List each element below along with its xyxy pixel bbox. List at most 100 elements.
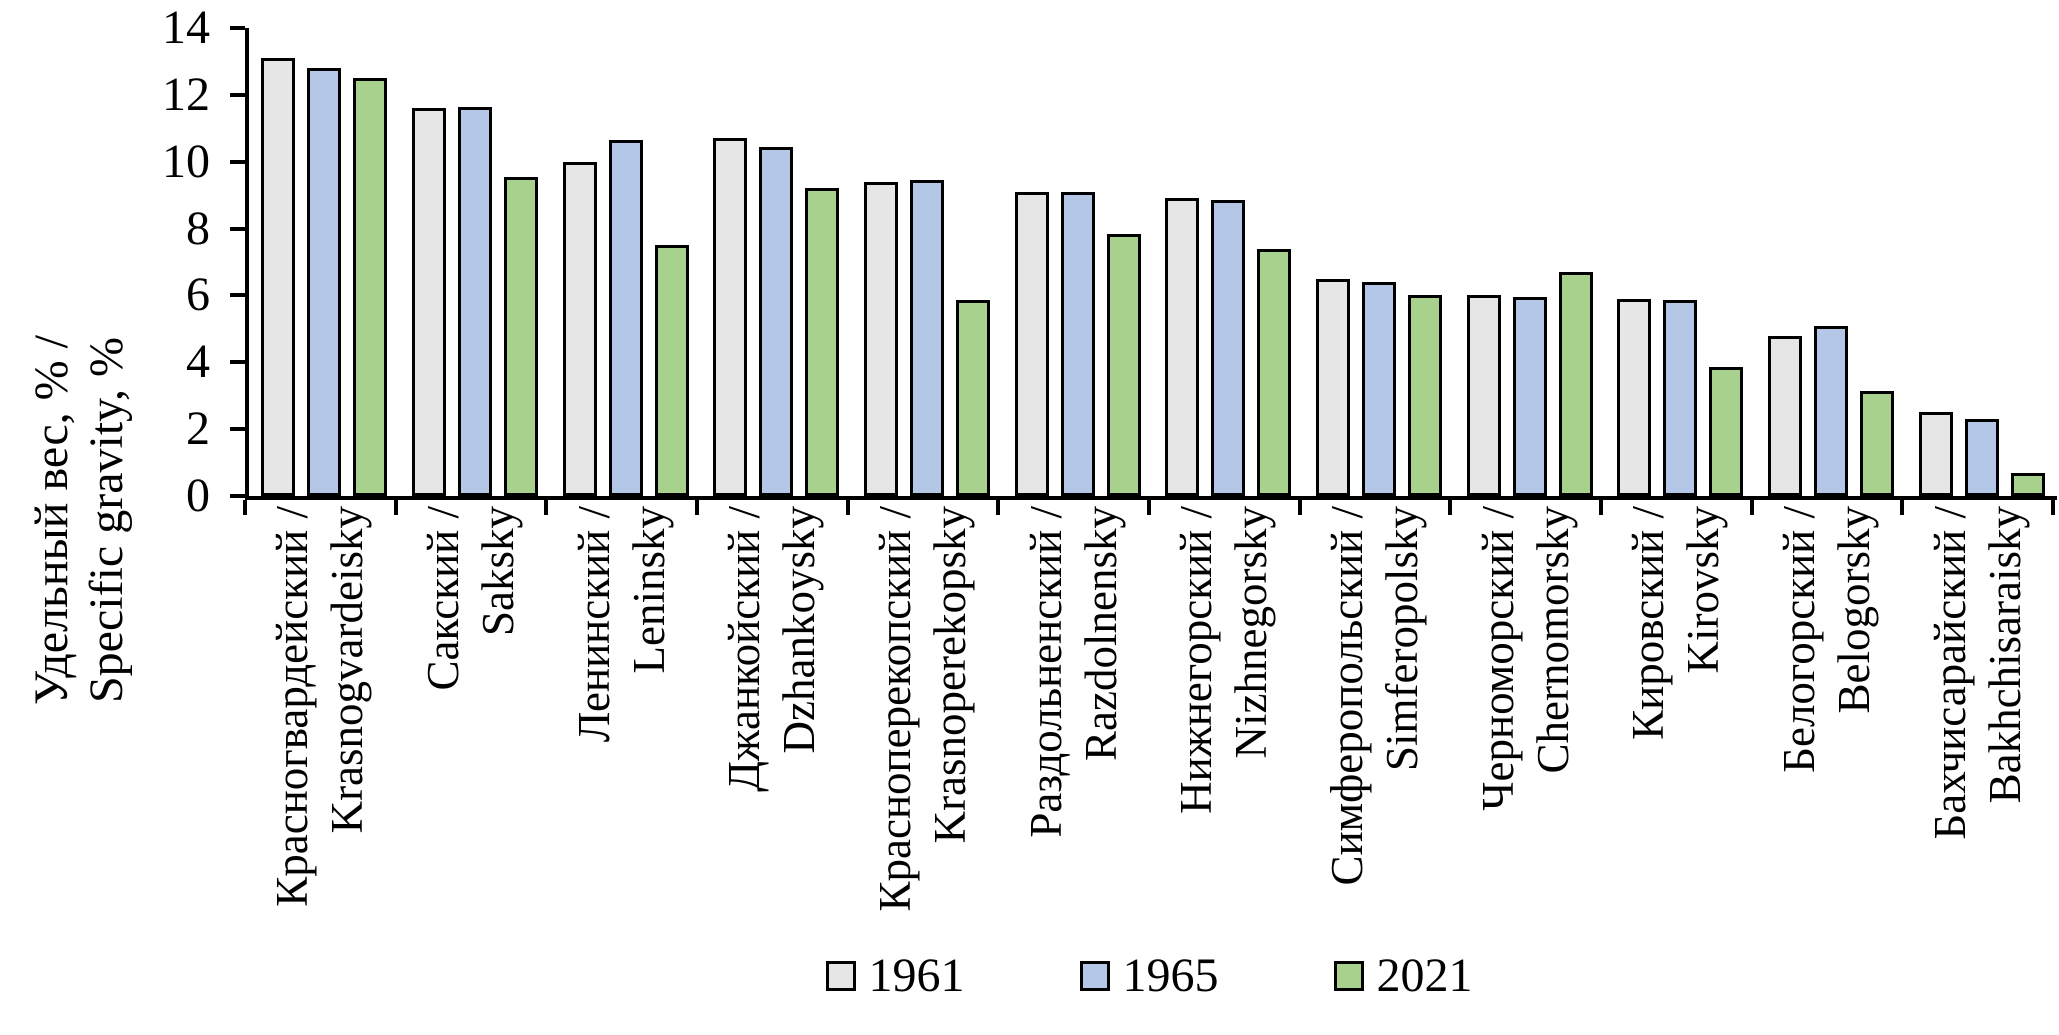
category-cell: Красногвардейский / Krasnogvardeisky [245,506,396,946]
y-tick-label: 10 [162,134,210,188]
x-tick-mark [1297,500,1302,515]
bar-group-belogorsky [1756,28,1907,496]
category-label-ru: Джанкойский / [719,506,770,792]
x-tick-mark [1599,500,1603,515]
bar-2021-kirovsky [1709,367,1744,496]
bar-2021-leninsky [654,245,689,496]
y-tick-mark [230,293,245,298]
bar-1961-nizhnegorsky [1165,198,1200,496]
bar-2021-krasnogvardeisky [353,78,388,496]
bar-2021-nizhnegorsky [1257,249,1292,496]
category-cell: Нижнегорский / Nizhnegorsky [1149,506,1300,946]
category-label-ru: Красноперекопский / [870,506,921,912]
bar-group-razdolnensky [1002,28,1153,496]
category-label-ru: Симферопольский / [1322,506,1373,886]
category-label-razdolnensky: Раздольненский / Razdolnensky [1019,506,1129,946]
category-label-ru: Красногвардейский / [267,506,318,907]
category-label-en: Bakhchisaraisky [1979,506,2030,804]
bar-1965-krasnogvardeisky [307,68,342,496]
category-label-en: Chernomorsky [1527,506,1578,774]
category-cell: Красноперекопский / Krasnoperekopsky [848,506,999,946]
bar-1965-chernomorsky [1512,297,1547,496]
legend: 1961 1965 2021 [245,948,2053,1004]
bar-1961-simferopolsky [1316,279,1351,496]
x-tick-mark [1749,500,1754,515]
category-label-leninsky: Ленинский / Leninsky [567,506,677,946]
bar-1965-dzhankoysky [759,147,794,496]
x-tick-mark [544,500,549,515]
legend-item-1961: 1961 [825,948,965,1004]
category-label-en: Krasnoperekopsky [925,506,976,844]
category-label-en: Razdolnensky [1075,506,1126,761]
bar-2021-simferopolsky [1408,295,1443,496]
legend-swatch-1965 [1079,961,1110,991]
bar-group-saksky [400,28,551,496]
x-tick-mark [393,500,398,515]
bar-group-krasnoperekopsky [852,28,1003,496]
category-label-en: Nizhnegorsky [1226,506,1277,759]
y-tick-label: 0 [186,469,210,522]
y-tick-mark [230,26,245,30]
category-cell: Симферопольский / Simferopolsky [1300,506,1451,946]
bar-1965-simferopolsky [1362,282,1397,496]
bar-1961-krasnoperekopsky [864,182,899,496]
category-label-en: Belogorsky [1829,506,1880,714]
y-tick-label: 14 [162,1,210,54]
y-tick-mark [230,360,245,365]
legend-label: 1961 [868,949,965,1002]
category-cell: Бахчисарайский / Bakhchisaraisky [1902,506,2053,946]
category-cell: Ленинский / Leninsky [546,506,697,946]
category-label-ru: Кировский / [1623,506,1674,740]
bar-2021-bakhchisaraisky [2010,473,2045,496]
category-label-ru: Нижнегорский / [1171,506,1222,814]
category-label-ru: Черноморский / [1472,506,1523,811]
y-tick-mark [230,427,245,432]
bar-group-krasnogvardeisky [249,28,400,496]
category-label-en: Leninsky [623,506,674,674]
bar-group-nizhnegorsky [1153,28,1304,496]
x-tick-mark [996,500,1001,515]
bar-1961-razdolnensky [1014,192,1049,496]
y-tick-mark [230,494,245,498]
category-label-bakhchisaraisky: Бахчисарайский / Bakhchisaraisky [1923,506,2033,946]
bar-group-bakhchisaraisky [1906,28,2057,496]
category-label-en: Krasnogvardeisky [322,506,373,834]
plot-area [245,28,2057,500]
x-tick-mark [695,500,699,515]
x-tick-mark [1147,500,1151,515]
x-tick-mark [2051,500,2055,515]
bar-1961-krasnogvardeisky [261,58,296,496]
category-label-ru: Сакский / [418,506,468,691]
category-cell: Раздольненский / Razdolnensky [998,506,1149,946]
legend-label: 2021 [1376,949,1473,1002]
bar-group-kirovsky [1605,28,1756,496]
bar-group-simferopolsky [1304,28,1455,496]
bar-1965-belogorsky [1814,326,1849,496]
bar-1961-dzhankoysky [713,138,748,496]
bar-1961-chernomorsky [1466,295,1501,496]
y-tick-label: 8 [186,201,210,255]
legend-item-2021: 2021 [1333,948,1473,1004]
category-cell: Сакский / Saksky [396,506,547,946]
category-labels: Красногвардейский / Krasnogvardeisky Сакск… [245,506,2053,946]
bar-group-leninsky [550,28,701,496]
category-label-en: Kirovsky [1678,506,1729,674]
y-tick-label: 4 [186,335,210,389]
legend-swatch-2021 [1333,961,1364,991]
category-label-krasnogvardeisky: Красногвардейский / Krasnogvardeisky [265,506,375,946]
bar-1965-kirovsky [1663,300,1698,496]
bar-2021-dzhankoysky [805,188,840,496]
bar-group-dzhankoysky [701,28,852,496]
bar-2021-saksky [504,177,538,496]
y-tick-mark [230,159,245,164]
category-label-belogorsky: Белогорский / Belogorsky [1772,506,1882,946]
bar-1965-bakhchisaraisky [1964,419,1999,496]
legend-swatch-1961 [825,961,856,991]
bar-1961-belogorsky [1768,336,1803,496]
category-label-en: Simferopolsky [1377,506,1428,771]
category-label-ru: Ленинский / [568,506,619,743]
category-label-ru: Белогорский / [1774,506,1825,773]
bar-1965-leninsky [608,140,643,496]
category-label-nizhnegorsky: Нижнегорский / Nizhnegorsky [1169,506,1279,946]
category-label-ru: Раздольненский / [1020,506,1071,838]
